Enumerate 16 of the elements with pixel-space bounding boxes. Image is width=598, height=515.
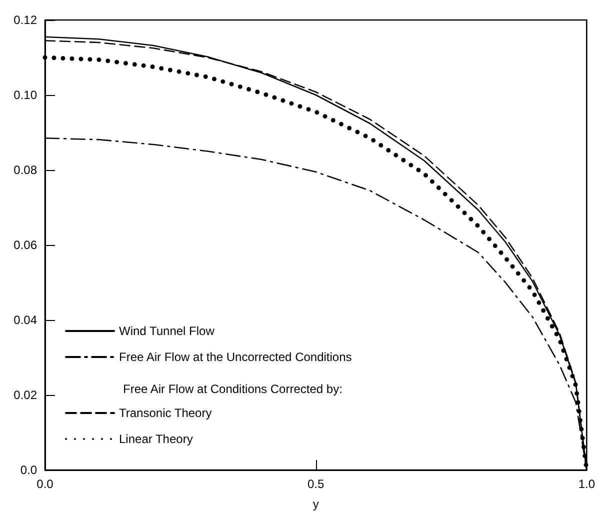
legend-label: Free Air Flow at the Uncorrected Conditions [119,350,352,364]
x-axis-title: y [312,497,319,511]
x-tick-label: 0.0 [36,477,54,491]
y-tick-label: 0.12 [14,13,38,27]
x-tick-label: 1.0 [578,477,596,491]
y-tick-label: 0.08 [14,163,38,177]
y-tick-label: 0.02 [14,388,38,402]
y-tick-label: 0.0 [20,463,38,477]
legend-label: Linear Theory [119,432,193,446]
legend-label: Transonic Theory [119,406,212,420]
y-tick-label: 0.04 [14,313,38,327]
y-tick-label: 0.10 [14,88,38,102]
legend-label: Wind Tunnel Flow [119,324,215,338]
x-tick-label: 0.5 [307,477,324,491]
y-tick-label: 0.06 [14,238,38,252]
annotation: Free Air Flow at Conditions Corrected by: [123,382,342,396]
